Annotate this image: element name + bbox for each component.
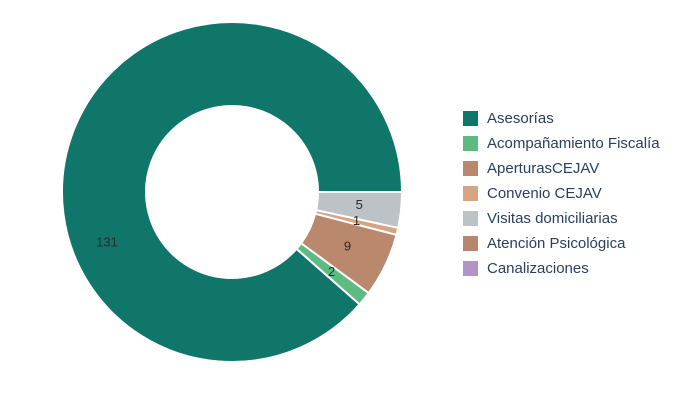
- slice-label-aperturascejav: 9: [344, 239, 351, 254]
- legend-item-asesorias[interactable]: Asesorías: [463, 110, 554, 127]
- legend-item-aperturascejav[interactable]: AperturasCEJAV: [463, 160, 599, 177]
- legend-label: Convenio CEJAV: [487, 185, 602, 202]
- slice-label-visitas-domiciliarias: 5: [356, 197, 363, 212]
- legend-label: Canalizaciones: [487, 260, 589, 277]
- legend-swatch: [463, 211, 478, 226]
- legend-label: Visitas domiciliarias: [487, 210, 618, 227]
- legend-label: Asesorías: [487, 110, 554, 127]
- slice-label-asesorias: 131: [96, 234, 118, 249]
- legend-item-visitas-domiciliarias[interactable]: Visitas domiciliarias: [463, 210, 618, 227]
- legend: Asesorías Acompañamiento Fiscalía Apertura…: [463, 110, 660, 277]
- slice-asesorias[interactable]: [61, 21, 404, 363]
- legend-swatch: [463, 111, 478, 126]
- legend-swatch: [463, 186, 478, 201]
- legend-swatch: [463, 236, 478, 251]
- legend-swatch: [463, 261, 478, 276]
- legend-item-acompanamiento-fiscalia[interactable]: Acompañamiento Fiscalía: [463, 135, 660, 152]
- legend-item-atencion-psicologica[interactable]: Atención Psicológica: [463, 235, 626, 252]
- slice-label-acompanamiento-fiscalia: 2: [328, 264, 335, 279]
- slices-group: [61, 21, 404, 363]
- legend-swatch: [463, 161, 478, 176]
- slice-label-convenio-cejav: 1: [353, 213, 360, 228]
- legend-label: AperturasCEJAV: [487, 160, 599, 177]
- legend-item-convenio-cejav[interactable]: Convenio CEJAV: [463, 185, 602, 202]
- legend-swatch: [463, 136, 478, 151]
- legend-label: Atención Psicológica: [487, 235, 626, 252]
- legend-label: Acompañamiento Fiscalía: [487, 135, 660, 152]
- slice-visitas-domiciliarias[interactable]: [314, 191, 404, 230]
- legend-item-canalizaciones[interactable]: Canalizaciones: [463, 260, 589, 277]
